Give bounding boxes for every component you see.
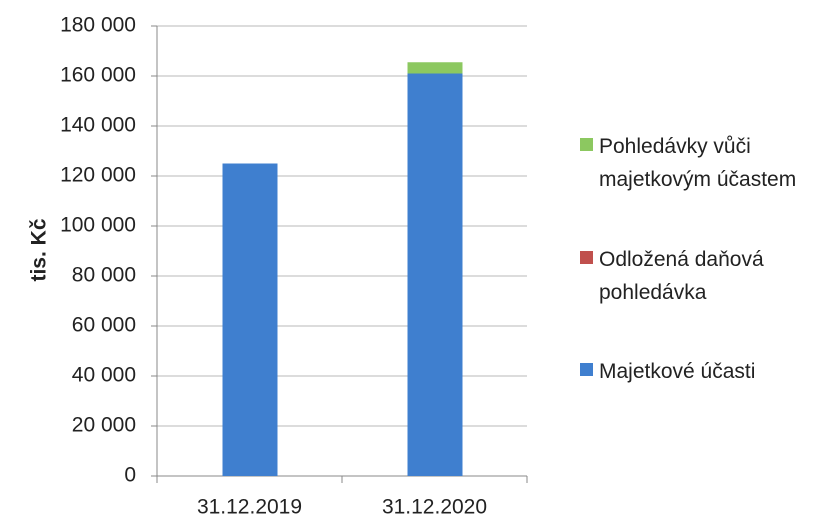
legend-swatch [580,251,593,264]
y-tick-label: 20 000 [72,414,136,437]
y-tick-label: 0 [124,464,136,487]
legend-item: Majetkové účasti [580,355,824,388]
y-tick-label: 140 000 [60,114,136,137]
legend-swatch [580,363,593,376]
legend-item: Pohledávky vůči majetkovým účastem [580,130,824,196]
legend-item: Odložená daňová pohledávka [580,243,824,309]
legend-label: Majetkové účasti [599,360,756,383]
y-tick-label: 160 000 [60,64,136,87]
legend-label: Pohledávky vůči majetkovým účastem [599,135,797,191]
legend-swatch [580,138,593,151]
x-tick-label: 31.12.2019 [197,496,302,519]
y-tick-label: 180 000 [60,14,136,37]
y-tick-label: 60 000 [72,314,136,337]
y-tick-label: 120 000 [60,164,136,187]
bar-segment [407,73,463,476]
x-tick-label: 31.12.2020 [382,496,487,519]
y-tick-label: 40 000 [72,364,136,387]
bar-segment [407,62,463,74]
y-axis-label: tis. Kč [28,218,51,281]
y-tick-label: 80 000 [72,264,136,287]
legend-label: Odložená daňová pohledávka [599,248,764,304]
bar-segment [222,163,278,476]
y-tick-label: 100 000 [60,214,136,237]
